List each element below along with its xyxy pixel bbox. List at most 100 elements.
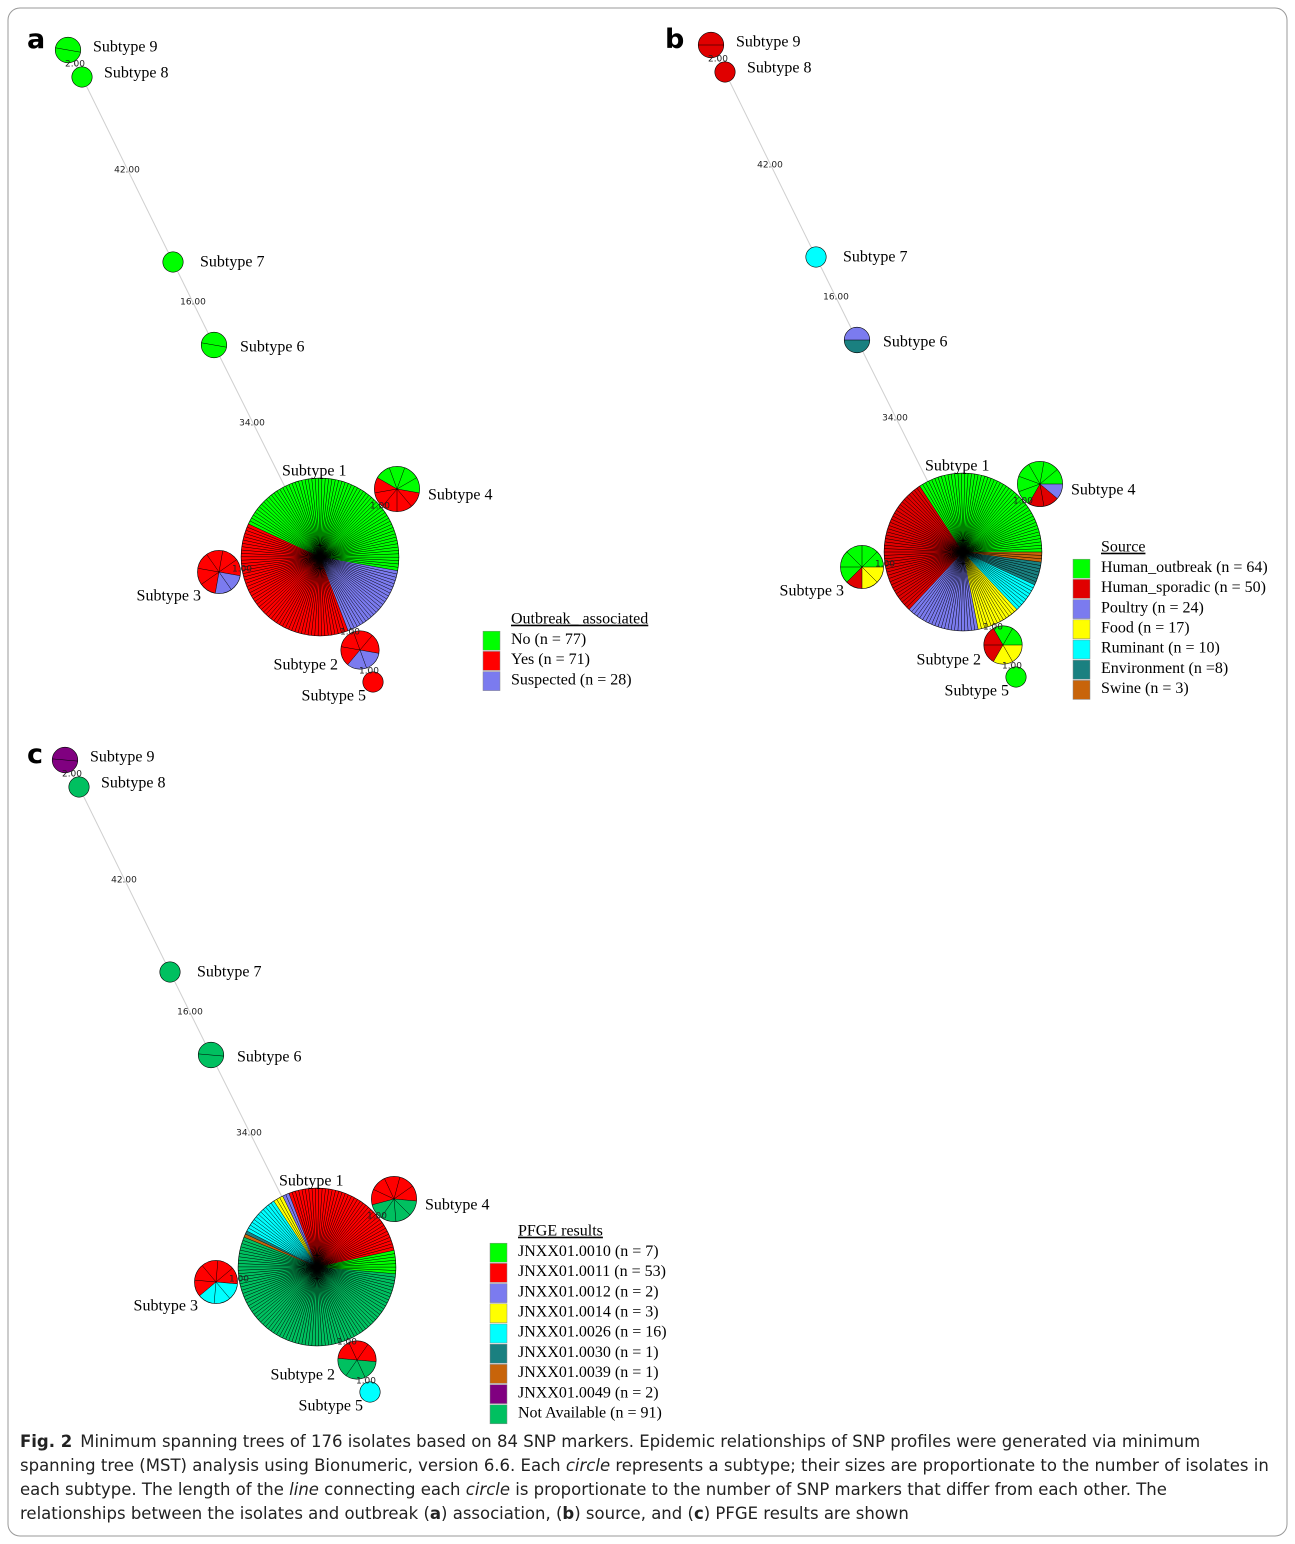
- isolate-divider: [894, 512, 964, 553]
- isolate-divider: [319, 494, 370, 558]
- edge: [81, 76, 174, 263]
- pie-slice: [1017, 461, 1063, 504]
- isolate-divider: [962, 525, 1038, 553]
- isolate-divider: [316, 1266, 372, 1325]
- legend-swatch: [1072, 680, 1091, 700]
- legend-label: Human_outbreak (n = 64): [1101, 559, 1268, 576]
- isolate-divider: [316, 1266, 333, 1345]
- isolate-divider: [285, 1266, 318, 1340]
- isolate-divider: [268, 556, 321, 617]
- isolate-divider: [947, 474, 964, 553]
- isolate-divider: [248, 523, 321, 558]
- isolate-divider: [316, 1191, 340, 1268]
- isolate-divider: [962, 551, 1027, 600]
- isolate-divider: [304, 479, 321, 558]
- isolate-divider: [263, 501, 321, 558]
- isolate-divider: [248, 1266, 318, 1307]
- node-outline: [197, 1041, 225, 1069]
- node-label: Subtype 8: [747, 60, 811, 77]
- node-label: Subtype 2: [271, 1367, 335, 1384]
- isolate-divider: [260, 1211, 318, 1268]
- isolate-divider: [316, 1266, 355, 1337]
- edge-label: 42.00: [111, 876, 137, 886]
- isolate-divider: [904, 551, 964, 605]
- legend-swatch: [1072, 558, 1091, 579]
- isolate-divider: [341, 646, 361, 651]
- caption-text: ) source, and (: [574, 1504, 694, 1523]
- isolate-divider: [316, 1214, 376, 1268]
- isolate-divider: [319, 556, 389, 597]
- isolate-divider: [389, 467, 398, 490]
- isolate-divider: [962, 473, 965, 553]
- isolate-divider: [201, 1265, 217, 1283]
- isolate-divider: [884, 541, 964, 553]
- legend-swatch: [1072, 639, 1091, 660]
- legend-title: Source: [1101, 539, 1145, 556]
- isolate-divider: [316, 1216, 379, 1268]
- edge: [78, 786, 171, 973]
- isolate-divider: [887, 551, 964, 576]
- isolate-divider: [962, 551, 1004, 620]
- isolate-divider: [962, 485, 1007, 553]
- node-label: Subtype 8: [101, 775, 165, 792]
- isolate-divider: [316, 1266, 391, 1298]
- isolate-divider: [319, 492, 367, 558]
- panel-label: c: [27, 739, 43, 770]
- isolate-divider: [255, 1266, 318, 1318]
- isolate-divider: [319, 556, 352, 630]
- isolate-divider: [962, 551, 965, 631]
- isolate-divider: [316, 1266, 319, 1346]
- isolate-divider: [243, 536, 321, 558]
- isolate-divider: [316, 1209, 372, 1268]
- isolate-divider: [962, 544, 1042, 553]
- isolate-divider: [962, 551, 979, 630]
- isolate-divider: [282, 556, 321, 627]
- isolate-divider: [319, 556, 398, 571]
- isolate-divider: [316, 1193, 346, 1268]
- legend-label: Not Available (n = 91): [518, 1404, 662, 1421]
- isolate-divider: [201, 571, 220, 585]
- isolate-divider: [253, 514, 321, 558]
- edge: [169, 971, 212, 1056]
- legend-label: Human_sporadic (n = 50): [1101, 579, 1266, 596]
- isolate-divider: [308, 478, 321, 558]
- isolate-divider: [55, 47, 69, 51]
- legend-swatch: [1072, 619, 1091, 640]
- isolate-divider: [319, 512, 386, 558]
- caption-text: circle: [465, 1480, 511, 1499]
- isolate-divider: [316, 1266, 352, 1339]
- caption-text: Minimum spanning trees of 176 isolates b…: [20, 1432, 1201, 1475]
- isolate-divider: [270, 556, 321, 620]
- isolate-divider: [884, 551, 964, 563]
- legend-label: JNXX01.0049 (n = 2): [518, 1384, 659, 1401]
- isolate-divider: [319, 556, 332, 636]
- caption-text: b: [562, 1504, 575, 1523]
- isolate-divider: [243, 1266, 318, 1297]
- isolate-divider: [316, 1207, 369, 1268]
- node-label: Subtype 9: [736, 34, 800, 51]
- pie-slice: [846, 567, 862, 589]
- isolate-divider: [940, 476, 964, 553]
- isolate-divider: [962, 551, 1035, 586]
- panel-label: b: [665, 24, 684, 55]
- node-label: Subtype 8: [104, 65, 168, 82]
- node-label: Subtype 5: [302, 688, 366, 705]
- isolate-divider: [316, 1266, 388, 1304]
- isolate-divider: [316, 1204, 367, 1268]
- pie-slice: [215, 572, 241, 594]
- isolate-divider: [285, 556, 321, 629]
- isolate-divider: [377, 477, 398, 490]
- isolate-divider: [298, 481, 321, 558]
- isolate-divider: [316, 1199, 358, 1268]
- node-label: Subtype 1: [282, 463, 346, 480]
- isolate-divider: [316, 1266, 386, 1307]
- isolate-divider: [319, 499, 375, 558]
- isolate-divider: [382, 488, 398, 507]
- isolate-divider: [319, 556, 399, 561]
- isolate-divider: [288, 484, 321, 558]
- legend-label: JNXX01.0026 (n = 16): [518, 1324, 667, 1341]
- edge-label: 1.00: [983, 623, 1003, 633]
- isolate-divider: [316, 1266, 393, 1291]
- isolate-divider: [260, 556, 321, 610]
- isolate-divider: [319, 556, 394, 588]
